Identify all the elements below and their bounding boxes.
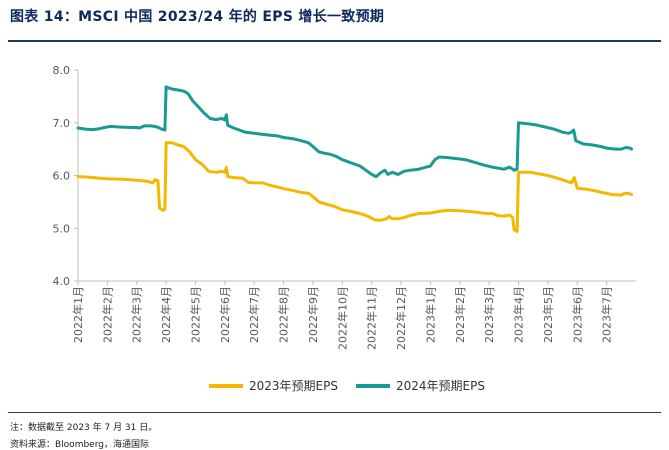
y-tick-label: 7.0	[53, 117, 71, 130]
y-tick-label: 5.0	[53, 222, 71, 235]
x-tick-label: 2022年4月	[159, 286, 173, 343]
chart-legend: 2023年预期EPS 2024年预期EPS	[209, 377, 485, 394]
title-divider	[8, 40, 661, 42]
x-tick-label: 2022年12月	[394, 286, 408, 350]
legend-item-2024: 2024年预期EPS	[355, 377, 485, 394]
legend-label-2024: 2024年预期EPS	[395, 379, 485, 393]
chart-title: 图表 14：MSCI 中国 2023/24 年的 EPS 增长一致预期	[10, 9, 385, 25]
footnote: 注：数据截至 2023 年 7 月 31 日。	[10, 423, 158, 433]
series-lines	[76, 85, 634, 233]
x-tick-label: 2022年11月	[365, 286, 379, 350]
legend-label-2023: 2023年预期EPS	[249, 379, 338, 393]
x-tick-label: 2022年10月	[335, 286, 349, 350]
series-line-2023-eps	[76, 141, 634, 233]
x-tick-label: 2023年6月	[570, 286, 584, 343]
y-tick-label: 6.0	[53, 170, 71, 183]
x-tick-label: 2022年6月	[218, 286, 232, 343]
chart-axes	[74, 69, 636, 285]
legend-swatch-2024	[355, 383, 390, 388]
x-tick-label: 2022年1月	[71, 286, 85, 343]
x-tick-label: 2022年2月	[100, 286, 114, 343]
y-tick-label: 8.0	[53, 64, 71, 77]
x-tick-label: 2022年5月	[188, 286, 202, 343]
x-tick-label: 2023年4月	[512, 286, 526, 343]
x-tick-label: 2022年9月	[306, 286, 320, 343]
y-tick-labels: 4.0 5.0 6.0 7.0 8.0	[53, 64, 71, 288]
x-tick-label: 2023年1月	[423, 286, 437, 343]
legend-swatch-2023	[209, 383, 243, 388]
series-line-2024-eps	[76, 85, 634, 179]
x-tick-labels: 2022年1月 2022年2月 2022年3月 2022年4月 2022年5月 2022年…	[71, 286, 614, 350]
x-tick-label: 2023年7月	[600, 286, 614, 343]
x-tick-label: 2023年2月	[453, 286, 467, 343]
legend-item-2023: 2023年预期EPS	[209, 377, 338, 394]
x-tick-label: 2022年7月	[247, 286, 261, 343]
x-tick-label: 2022年3月	[130, 286, 144, 343]
x-tick-label: 2022年8月	[277, 286, 291, 343]
x-tick-label: 2023年3月	[482, 286, 496, 343]
x-tick-label: 2023年5月	[541, 286, 555, 343]
y-tick-label: 4.0	[53, 275, 71, 288]
source-line: 资料来源：Bloomberg，海通国际	[10, 440, 149, 450]
footer-divider	[8, 412, 661, 413]
